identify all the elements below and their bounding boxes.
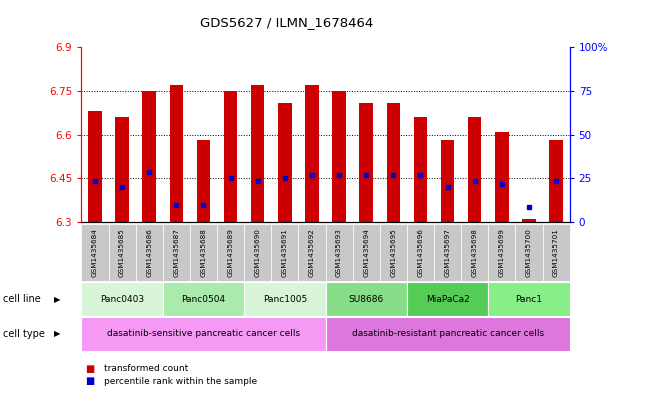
Text: GSM1435688: GSM1435688 [201, 228, 206, 277]
Text: GSM1435684: GSM1435684 [92, 228, 98, 277]
Text: transformed count: transformed count [104, 364, 188, 373]
Bar [143, 91, 156, 222]
Text: GSM1435700: GSM1435700 [526, 228, 532, 277]
Text: SU8686: SU8686 [348, 295, 384, 303]
Text: cell type: cell type [3, 329, 45, 339]
Bar [278, 103, 292, 222]
Bar [495, 132, 508, 222]
Text: dasatinib-sensitive pancreatic cancer cells: dasatinib-sensitive pancreatic cancer ce… [107, 329, 300, 338]
Bar [468, 117, 482, 222]
Bar [522, 219, 536, 222]
Text: GSM1435689: GSM1435689 [228, 228, 234, 277]
Text: Panc0403: Panc0403 [100, 295, 144, 303]
Text: GSM1435695: GSM1435695 [391, 228, 396, 277]
Text: GSM1435701: GSM1435701 [553, 228, 559, 277]
Text: ■: ■ [85, 364, 94, 374]
Text: MiaPaCa2: MiaPaCa2 [426, 295, 469, 303]
Text: GSM1435692: GSM1435692 [309, 228, 315, 277]
Bar [413, 117, 427, 222]
Text: Panc1: Panc1 [516, 295, 542, 303]
Text: Panc1005: Panc1005 [263, 295, 307, 303]
Text: cell line: cell line [3, 294, 41, 304]
Bar [441, 140, 454, 222]
Bar [88, 111, 102, 222]
Text: Panc0504: Panc0504 [182, 295, 225, 303]
Text: GSM1435697: GSM1435697 [445, 228, 450, 277]
Text: GSM1435696: GSM1435696 [417, 228, 423, 277]
Text: GSM1435690: GSM1435690 [255, 228, 260, 277]
Text: GSM1435686: GSM1435686 [146, 228, 152, 277]
Text: ▶: ▶ [54, 295, 61, 303]
Bar [197, 140, 210, 222]
Text: GSM1435698: GSM1435698 [472, 228, 478, 277]
Bar [549, 140, 563, 222]
Bar [332, 91, 346, 222]
Text: GSM1435694: GSM1435694 [363, 228, 369, 277]
Text: GDS5627 / ILMN_1678464: GDS5627 / ILMN_1678464 [200, 16, 373, 29]
Text: GSM1435685: GSM1435685 [119, 228, 125, 277]
Text: ▶: ▶ [54, 329, 61, 338]
Bar [251, 85, 264, 222]
Bar [359, 103, 373, 222]
Bar [305, 85, 319, 222]
Text: dasatinib-resistant pancreatic cancer cells: dasatinib-resistant pancreatic cancer ce… [352, 329, 544, 338]
Bar [169, 85, 183, 222]
Text: GSM1435691: GSM1435691 [282, 228, 288, 277]
Text: percentile rank within the sample: percentile rank within the sample [104, 377, 257, 386]
Text: GSM1435693: GSM1435693 [336, 228, 342, 277]
Bar [115, 117, 129, 222]
Bar [387, 103, 400, 222]
Text: GSM1435699: GSM1435699 [499, 228, 505, 277]
Text: GSM1435687: GSM1435687 [173, 228, 179, 277]
Bar [224, 91, 238, 222]
Text: ■: ■ [85, 376, 94, 386]
